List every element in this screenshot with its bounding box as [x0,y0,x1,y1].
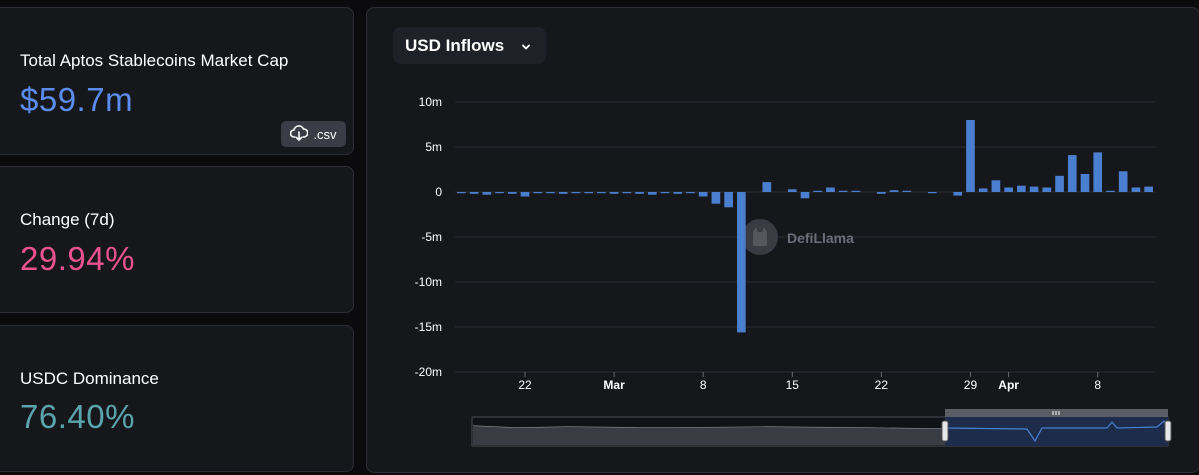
bar[interactable] [546,192,555,194]
bar[interactable] [647,192,657,195]
bar[interactable] [1093,152,1103,192]
dominance-card: USDC Dominance 76.40% [0,325,354,472]
defillama-watermark: DefiLlama [742,219,854,255]
bar[interactable] [469,192,479,194]
bar[interactable] [800,192,810,199]
change-card: Change (7d) 29.94% [0,166,354,313]
y-tick-label: 10m [419,95,442,109]
csv-label: .csv [313,126,337,142]
bar[interactable] [1131,187,1141,193]
bar[interactable] [482,192,492,195]
download-csv-button[interactable]: .csv [281,121,346,147]
bar[interactable] [1144,186,1153,192]
bar[interactable] [813,190,823,192]
bar[interactable] [1118,171,1128,192]
bar[interactable] [1017,185,1026,192]
bar[interactable] [737,192,746,333]
market-cap-value: $59.7m [20,81,134,118]
bar[interactable] [851,190,861,192]
bar[interactable] [826,187,835,193]
chevron-down-icon [520,38,532,58]
bar[interactable] [622,192,632,194]
bar[interactable] [877,192,886,194]
bar[interactable] [1106,190,1115,192]
bar[interactable] [1067,155,1077,192]
bar[interactable] [698,192,708,197]
y-tick-label: 5m [425,140,442,154]
bar[interactable] [673,192,683,194]
x-tick-label: 15 [786,378,800,392]
bar[interactable] [711,192,721,204]
dominance-value: 76.40% [20,398,135,435]
bar[interactable] [966,120,975,192]
market-cap-card: Total Aptos Stablecoins Market Cap $59.7… [0,7,354,155]
y-tick-label: -20m [415,365,442,379]
watermark-text: DefiLlama [787,230,854,246]
dropdown-label: USD Inflows [405,35,505,55]
bar[interactable] [1004,187,1013,193]
bar[interactable] [724,192,733,208]
bar[interactable] [686,192,695,194]
bar[interactable] [520,192,530,197]
bar[interactable] [1029,186,1039,192]
change-label: Change (7d) [20,210,115,229]
bar[interactable] [635,192,644,194]
bar[interactable] [495,192,504,194]
bar[interactable] [953,192,963,196]
x-tick-label: 22 [518,378,532,392]
bar[interactable] [558,192,568,194]
y-tick-label: -5m [421,230,442,244]
y-tick-label: 0 [435,185,442,199]
slider-selection-line [944,420,1168,443]
bar[interactable] [1055,175,1064,192]
inflows-dropdown[interactable]: USD Inflows [393,27,546,64]
bar[interactable] [1080,174,1090,192]
chart-card: USD Inflows DefiLlama 10m 5m 0 -5m -10m -15m -… [366,7,1199,473]
bar[interactable] [889,190,899,192]
slider-overview-area [473,426,945,445]
inflows-chart: DefiLlama 10m 5m 0 -5m -10m -15m -20m 22 Mar 8 15… [415,95,1172,447]
bar[interactable] [507,192,517,194]
bar[interactable] [533,192,543,194]
slider-left-handle[interactable] [941,420,949,442]
x-tick-label: 8 [1094,378,1101,392]
change-value: 29.94% [20,240,135,277]
bar[interactable] [660,192,670,194]
x-tick-label: 22 [875,378,889,392]
bar[interactable] [762,182,772,192]
y-tick-label: -15m [415,320,442,334]
range-slider[interactable] [471,409,1172,447]
x-tick-label: Mar [603,378,625,392]
slider-right-handle[interactable] [1164,420,1172,442]
bar[interactable] [597,192,606,194]
x-tick-label: 8 [700,378,707,392]
bar[interactable] [787,189,797,192]
bar[interactable] [927,192,937,194]
bar[interactable] [1042,187,1052,193]
bar[interactable] [902,190,912,192]
bar[interactable] [571,192,581,194]
x-tick-label: Apr [998,378,1019,392]
bar[interactable] [609,192,619,194]
bar[interactable] [457,192,466,194]
market-cap-label: Total Aptos Stablecoins Market Cap [20,51,289,70]
y-tick-label: -10m [415,275,442,289]
slider-selection[interactable] [945,417,1168,446]
bar[interactable] [838,190,848,192]
bar[interactable] [978,188,988,192]
bar[interactable] [991,180,1001,192]
dominance-label: USDC Dominance [20,369,159,388]
bar[interactable] [584,192,593,194]
x-tick-label: 29 [964,378,978,392]
cloud-download-icon [290,124,309,144]
slider-grip-icon [1052,411,1060,415]
